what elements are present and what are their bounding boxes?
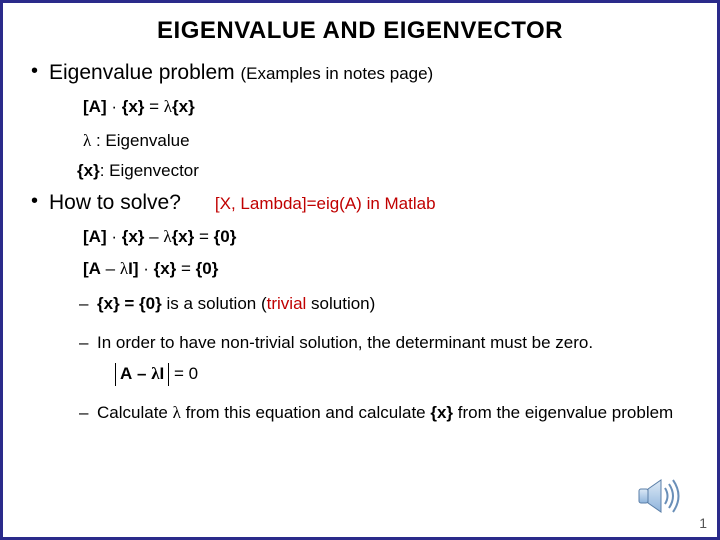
bullet1-lead: Eigenvalue problem [49, 61, 240, 84]
slide-title: EIGENVALUE AND EIGENVECTOR [31, 17, 689, 45]
dash-trivial: {x} = {0} is a solution (trivial solutio… [79, 293, 689, 316]
def-lambda-text: : Eigenvalue [91, 131, 189, 150]
d3d: {x} [430, 403, 453, 422]
def-x: {x}: Eigenvector [77, 161, 689, 181]
d3e: from the eigenvalue problem [453, 403, 673, 422]
lambda-symbol: λ [83, 131, 91, 150]
slide: EIGENVALUE AND EIGENVECTOR Eigenvalue pr… [0, 0, 720, 540]
bullet-list: Eigenvalue problem (Examples in notes pa… [31, 61, 689, 425]
d2: In order to have non-trivial solution, t… [97, 333, 593, 352]
equation-1: [A] · {x} = λ{x} [83, 97, 689, 117]
def-lambda: λ : Eigenvalue [83, 131, 689, 151]
dash-list: {x} = {0} is a solution (trivial solutio… [79, 293, 689, 425]
d3b: λ [173, 403, 181, 422]
d3c: from this equation and calculate [181, 403, 430, 422]
d3a: Calculate [97, 403, 173, 422]
how-row: How to solve? [X, Lambda]=eig(A) in Matl… [49, 191, 689, 215]
dash-nontrivial: In order to have non-trivial solution, t… [79, 332, 689, 386]
x-symbol: {x} [77, 161, 100, 180]
matlab-hint: [X, Lambda]=eig(A) in Matlab [215, 194, 436, 214]
bullet1-sub: (Examples in notes page) [240, 64, 433, 83]
d1c: trivial [267, 294, 307, 313]
det-inner: A – λI [120, 364, 164, 383]
equation-2: [A] · {x} – λ{x} = {0} [83, 227, 689, 247]
d1d: solution) [306, 294, 375, 313]
det-rhs: = 0 [169, 364, 198, 383]
equation-3: [A – λI] · {x} = {0} [83, 259, 689, 279]
d1a: {x} = {0} [97, 294, 162, 313]
speaker-icon [637, 477, 681, 515]
bullet-eigenvalue-problem: Eigenvalue problem (Examples in notes pa… [31, 61, 689, 181]
def-x-text: : Eigenvector [100, 161, 199, 180]
bullet2-lead: How to solve? [49, 191, 181, 215]
dash-calculate: Calculate λ from this equation and calcu… [79, 402, 689, 425]
determinant-eq: A – λI = 0 [115, 363, 689, 386]
bullet-how-to-solve: How to solve? [X, Lambda]=eig(A) in Matl… [31, 191, 689, 425]
d1b: is a solution ( [162, 294, 267, 313]
page-number: 1 [699, 515, 707, 531]
